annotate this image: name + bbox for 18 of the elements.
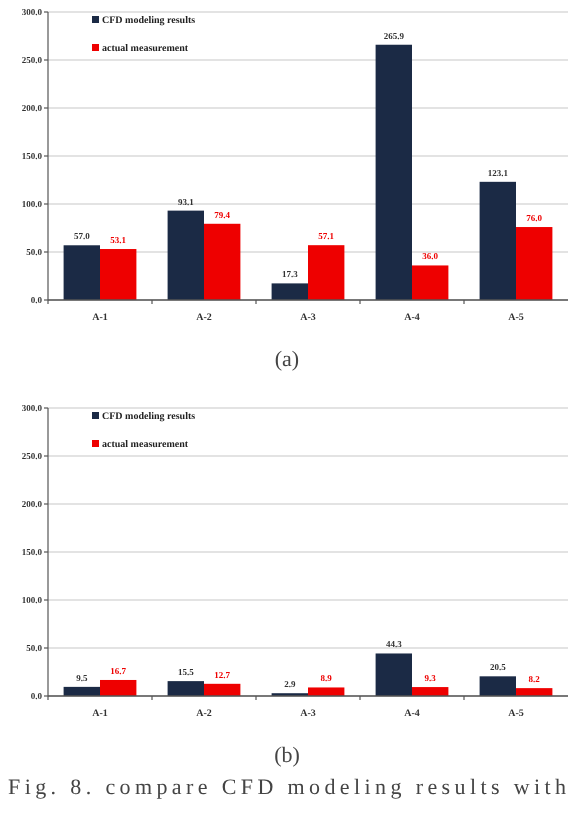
bar bbox=[308, 687, 345, 696]
bar bbox=[516, 227, 553, 300]
bar bbox=[308, 245, 345, 300]
caption: Fig. 8. compare CFD modeling results with bbox=[8, 776, 567, 800]
bar bbox=[375, 653, 412, 696]
text: (a) bbox=[274, 348, 300, 372]
bar bbox=[100, 249, 137, 300]
bar bbox=[167, 210, 204, 300]
bar bbox=[63, 245, 100, 300]
bar bbox=[167, 681, 204, 696]
bar bbox=[412, 265, 449, 300]
bar bbox=[100, 679, 137, 696]
bar bbox=[375, 44, 412, 300]
bar bbox=[479, 181, 516, 300]
bar bbox=[271, 283, 308, 300]
text: (b) bbox=[274, 744, 301, 768]
bar bbox=[479, 676, 516, 696]
bar bbox=[204, 223, 241, 300]
